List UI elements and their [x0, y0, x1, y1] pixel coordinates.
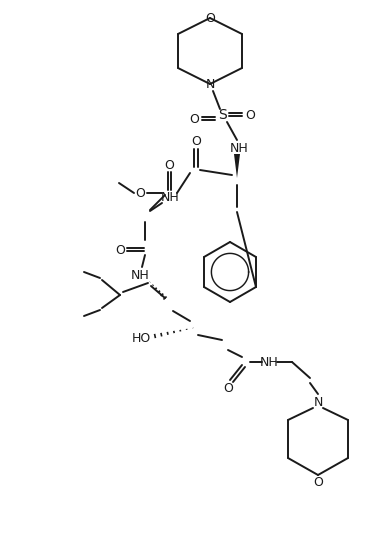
Text: O: O: [245, 109, 255, 121]
Text: O: O: [115, 243, 125, 256]
Text: O: O: [223, 383, 233, 395]
Text: N: N: [205, 78, 215, 90]
Text: NH: NH: [259, 355, 279, 369]
Text: HO: HO: [131, 332, 151, 345]
Text: NH: NH: [131, 269, 149, 281]
Text: N: N: [313, 395, 323, 409]
Text: NH: NH: [229, 141, 249, 155]
Text: O: O: [205, 11, 215, 25]
Text: O: O: [135, 187, 145, 200]
Polygon shape: [234, 154, 240, 178]
Text: NH: NH: [161, 190, 179, 203]
Text: O: O: [189, 112, 199, 126]
Text: O: O: [191, 134, 201, 148]
Text: O: O: [313, 476, 323, 488]
Text: O: O: [164, 158, 174, 172]
Text: S: S: [218, 108, 227, 122]
